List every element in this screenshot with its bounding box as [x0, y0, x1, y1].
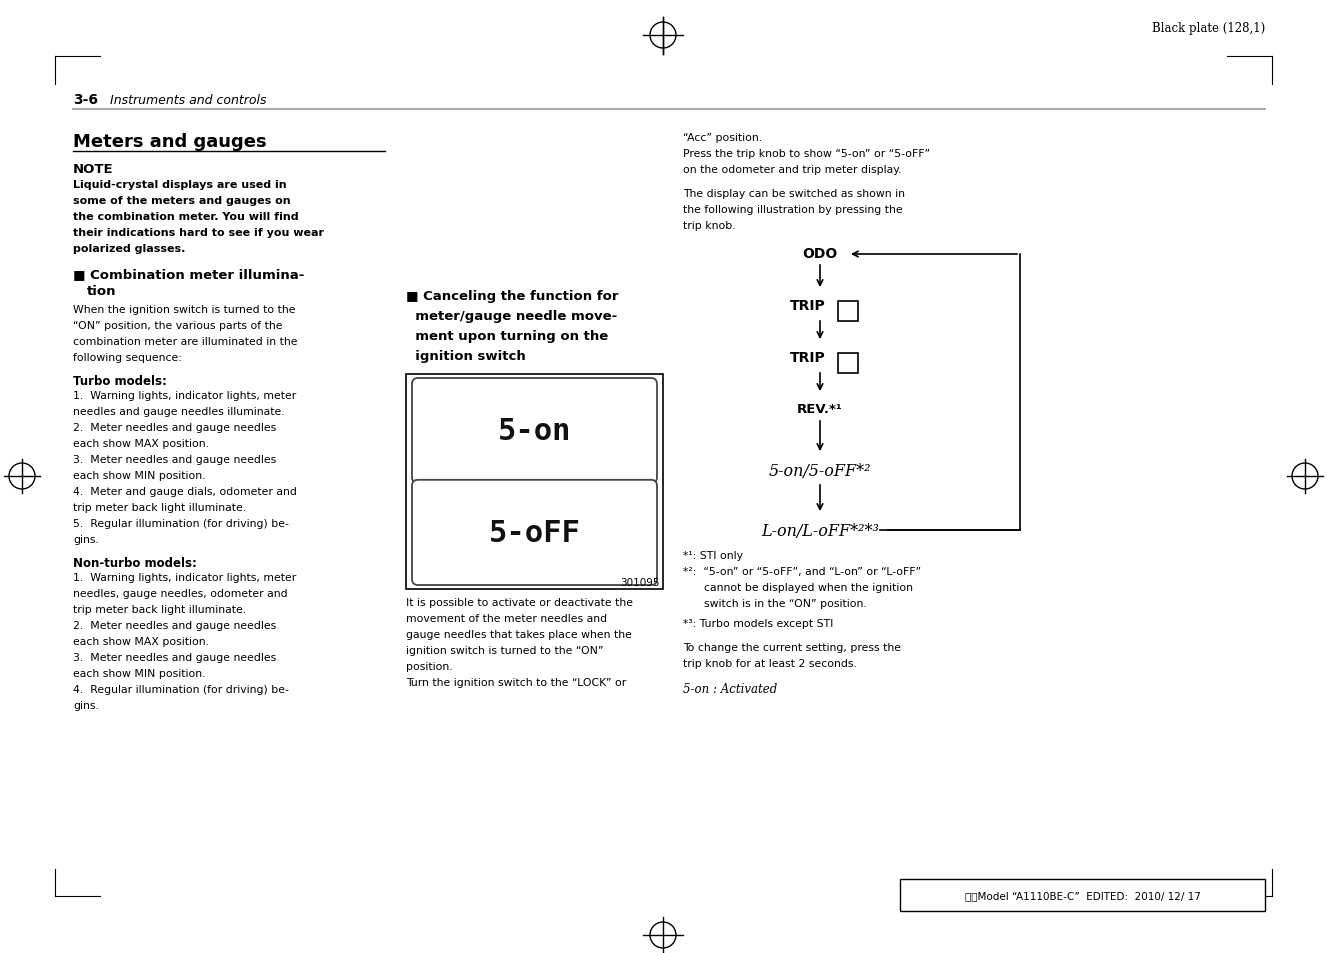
Text: 3.  Meter needles and gauge needles: 3. Meter needles and gauge needles [73, 455, 276, 464]
Text: 5-on: 5-on [498, 416, 571, 446]
Text: 北米Model “A1110BE-C”  EDITED:  2010/ 12/ 17: 北米Model “A1110BE-C” EDITED: 2010/ 12/ 17 [965, 890, 1201, 900]
Text: ignition switch: ignition switch [406, 350, 525, 363]
Text: some of the meters and gauges on: some of the meters and gauges on [73, 195, 291, 206]
Text: polarized glasses.: polarized glasses. [73, 244, 186, 253]
Text: “Acc” position.: “Acc” position. [683, 132, 762, 143]
FancyBboxPatch shape [406, 375, 664, 589]
Text: When the ignition switch is turned to the: When the ignition switch is turned to th… [73, 305, 296, 314]
Text: cannot be displayed when the ignition: cannot be displayed when the ignition [683, 582, 913, 593]
Text: each show MAX position.: each show MAX position. [73, 637, 208, 646]
Text: on the odometer and trip meter display.: on the odometer and trip meter display. [683, 165, 901, 174]
FancyBboxPatch shape [900, 879, 1265, 911]
Text: *¹: STI only: *¹: STI only [683, 551, 743, 560]
Text: 2.  Meter needles and gauge needles: 2. Meter needles and gauge needles [73, 620, 276, 630]
Text: trip knob for at least 2 seconds.: trip knob for at least 2 seconds. [683, 659, 857, 668]
FancyBboxPatch shape [411, 378, 657, 484]
Text: The display can be switched as shown in: The display can be switched as shown in [683, 189, 905, 199]
Text: 4.  Meter and gauge dials, odometer and: 4. Meter and gauge dials, odometer and [73, 486, 297, 497]
Text: trip knob.: trip knob. [683, 221, 735, 231]
Text: the following illustration by pressing the: the following illustration by pressing t… [683, 205, 902, 214]
Text: Meters and gauges: Meters and gauges [73, 132, 267, 151]
Text: meter/gauge needle move-: meter/gauge needle move- [406, 310, 617, 323]
Text: 3-6: 3-6 [73, 92, 98, 107]
Text: REV.*¹: REV.*¹ [798, 402, 843, 416]
Text: ■ Canceling the function for: ■ Canceling the function for [406, 290, 618, 303]
Text: It is possible to activate or deactivate the: It is possible to activate or deactivate… [406, 598, 633, 607]
Text: needles and gauge needles illuminate.: needles and gauge needles illuminate. [73, 407, 284, 416]
Text: *³: Turbo models except STI: *³: Turbo models except STI [683, 618, 833, 628]
Text: L-on/L-oFF*²*³: L-on/L-oFF*²*³ [762, 522, 878, 539]
FancyBboxPatch shape [837, 302, 859, 322]
Text: needles, gauge needles, odometer and: needles, gauge needles, odometer and [73, 588, 288, 598]
Text: ■ Combination meter illumina-: ■ Combination meter illumina- [73, 268, 304, 281]
Text: 1.  Warning lights, indicator lights, meter: 1. Warning lights, indicator lights, met… [73, 573, 296, 582]
Text: gauge needles that takes place when the: gauge needles that takes place when the [406, 629, 632, 639]
Text: 3.  Meter needles and gauge needles: 3. Meter needles and gauge needles [73, 652, 276, 662]
Text: tion: tion [88, 285, 117, 297]
Text: Press the trip knob to show “5-on” or “5-oFF”: Press the trip knob to show “5-on” or “5… [683, 149, 930, 159]
Text: Non-turbo models:: Non-turbo models: [73, 557, 196, 569]
Text: trip meter back light illuminate.: trip meter back light illuminate. [73, 604, 245, 615]
Text: TRIP: TRIP [790, 351, 825, 365]
Text: the combination meter. You will find: the combination meter. You will find [73, 212, 299, 222]
Text: ODO: ODO [803, 247, 837, 261]
FancyBboxPatch shape [411, 480, 657, 585]
Text: trip meter back light illuminate.: trip meter back light illuminate. [73, 502, 245, 513]
Text: 5.  Regular illumination (for driving) be-: 5. Regular illumination (for driving) be… [73, 518, 289, 529]
Text: To change the current setting, press the: To change the current setting, press the [683, 642, 901, 652]
Text: each show MAX position.: each show MAX position. [73, 438, 208, 449]
Text: 301095: 301095 [621, 578, 660, 587]
Text: B: B [844, 357, 852, 370]
Text: each show MIN position.: each show MIN position. [73, 471, 206, 480]
Text: combination meter are illuminated in the: combination meter are illuminated in the [73, 336, 297, 347]
Text: Turn the ignition switch to the “LOCK” or: Turn the ignition switch to the “LOCK” o… [406, 678, 626, 687]
Text: Liquid-crystal displays are used in: Liquid-crystal displays are used in [73, 180, 287, 190]
Text: A: A [844, 305, 852, 318]
Text: 5-on/5-oFF*²: 5-on/5-oFF*² [768, 462, 872, 479]
FancyBboxPatch shape [837, 354, 859, 374]
Text: Turbo models:: Turbo models: [73, 375, 167, 388]
Text: position.: position. [406, 661, 453, 671]
Text: ment upon turning on the: ment upon turning on the [406, 330, 608, 343]
Text: switch is in the “ON” position.: switch is in the “ON” position. [683, 598, 867, 608]
Text: gins.: gins. [73, 700, 100, 710]
Text: NOTE: NOTE [73, 163, 114, 175]
Text: 4.  Regular illumination (for driving) be-: 4. Regular illumination (for driving) be… [73, 684, 289, 695]
Text: following sequence:: following sequence: [73, 353, 182, 363]
Text: *²:  “5-on” or “5-oFF”, and “L-on” or “L-oFF”: *²: “5-on” or “5-oFF”, and “L-on” or “L-… [683, 566, 921, 577]
Text: Black plate (128,1): Black plate (128,1) [1152, 22, 1265, 35]
Text: each show MIN position.: each show MIN position. [73, 668, 206, 679]
Text: movement of the meter needles and: movement of the meter needles and [406, 614, 608, 623]
Text: ignition switch is turned to the “ON”: ignition switch is turned to the “ON” [406, 645, 604, 656]
Text: 2.  Meter needles and gauge needles: 2. Meter needles and gauge needles [73, 422, 276, 433]
Text: gins.: gins. [73, 535, 100, 544]
Text: 1.  Warning lights, indicator lights, meter: 1. Warning lights, indicator lights, met… [73, 391, 296, 400]
Text: 5-on : Activated: 5-on : Activated [683, 682, 778, 696]
Text: 5-oFF: 5-oFF [488, 518, 580, 547]
Text: Instruments and controls: Instruments and controls [110, 94, 267, 107]
Text: TRIP: TRIP [790, 298, 825, 313]
Text: their indications hard to see if you wear: their indications hard to see if you wea… [73, 228, 324, 237]
Text: “ON” position, the various parts of the: “ON” position, the various parts of the [73, 320, 283, 331]
